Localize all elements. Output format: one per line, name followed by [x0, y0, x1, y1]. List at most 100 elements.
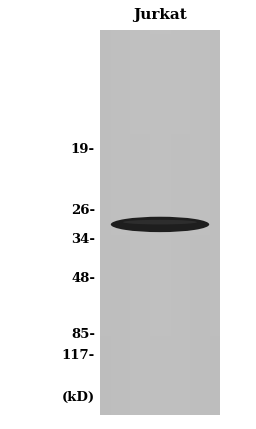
Bar [116, 30, 117, 415]
Bar [204, 30, 205, 415]
Bar [100, 123, 220, 125]
Bar [100, 162, 220, 163]
Bar [100, 372, 220, 375]
Bar [100, 146, 220, 148]
Bar [100, 375, 220, 376]
Bar [173, 30, 174, 415]
Bar [135, 30, 136, 415]
Bar [152, 30, 153, 415]
Bar [100, 36, 220, 38]
Bar [100, 411, 220, 413]
Bar [214, 30, 215, 415]
Bar [100, 38, 220, 39]
Bar [191, 30, 192, 415]
Bar [212, 30, 213, 415]
Bar [172, 30, 173, 415]
Bar [100, 106, 220, 107]
Bar [188, 30, 189, 415]
Bar [100, 65, 220, 67]
Bar [137, 30, 138, 415]
Bar [159, 30, 160, 415]
Bar [132, 30, 133, 415]
Bar [100, 96, 220, 98]
Bar [100, 392, 220, 394]
Bar [114, 30, 115, 415]
Bar [133, 30, 134, 415]
Bar [100, 403, 220, 405]
Bar [100, 371, 220, 372]
Text: 48-: 48- [71, 272, 95, 285]
Bar [195, 30, 196, 415]
Bar [100, 221, 220, 224]
Bar [100, 361, 220, 363]
Bar [100, 311, 220, 312]
Bar [100, 312, 220, 314]
Bar [100, 129, 220, 130]
Bar [146, 30, 147, 415]
Bar [202, 30, 203, 415]
Bar [100, 127, 220, 129]
Bar [100, 251, 220, 253]
Bar [100, 84, 220, 86]
Bar [100, 396, 220, 398]
Bar [219, 30, 220, 415]
Bar [100, 194, 220, 196]
Bar [100, 357, 220, 359]
Bar [108, 30, 109, 415]
Bar [100, 53, 220, 55]
Bar [100, 335, 220, 338]
Bar [199, 30, 200, 415]
Bar [156, 30, 157, 415]
Bar [196, 30, 197, 415]
Bar [205, 30, 206, 415]
Bar [157, 30, 158, 415]
Bar [100, 73, 220, 75]
Bar [198, 30, 199, 415]
Bar [100, 314, 220, 316]
Bar [100, 144, 220, 146]
Bar [100, 318, 220, 320]
Bar [141, 30, 142, 415]
Bar [211, 30, 212, 415]
Bar [103, 30, 104, 415]
Bar [100, 39, 220, 42]
Bar [119, 30, 120, 415]
Bar [100, 299, 220, 301]
Bar [200, 30, 201, 415]
Bar [100, 338, 220, 339]
Bar [122, 30, 123, 415]
Bar [100, 30, 101, 415]
Bar [100, 218, 220, 220]
Bar [138, 30, 139, 415]
Bar [100, 399, 220, 402]
Bar [131, 30, 132, 415]
Bar [158, 30, 159, 415]
Bar [100, 308, 220, 311]
Bar [136, 30, 137, 415]
Text: (kD): (kD) [62, 391, 95, 404]
Bar [100, 326, 220, 328]
Bar [213, 30, 214, 415]
Bar [189, 30, 190, 415]
Bar [197, 30, 198, 415]
Bar [100, 297, 220, 299]
Bar [100, 351, 220, 353]
Bar [183, 30, 184, 415]
Bar [100, 158, 220, 160]
Bar [100, 293, 220, 295]
Bar [100, 94, 220, 96]
Bar [100, 328, 220, 330]
Bar [127, 30, 128, 415]
Bar [111, 30, 112, 415]
Bar [101, 30, 102, 415]
Bar [100, 67, 220, 69]
Bar [155, 30, 156, 415]
Bar [100, 169, 220, 171]
Bar [124, 30, 125, 415]
Bar [100, 274, 220, 276]
Bar [100, 225, 220, 227]
Bar [100, 75, 220, 76]
Bar [184, 30, 185, 415]
Bar [100, 305, 220, 307]
Bar [100, 260, 220, 262]
